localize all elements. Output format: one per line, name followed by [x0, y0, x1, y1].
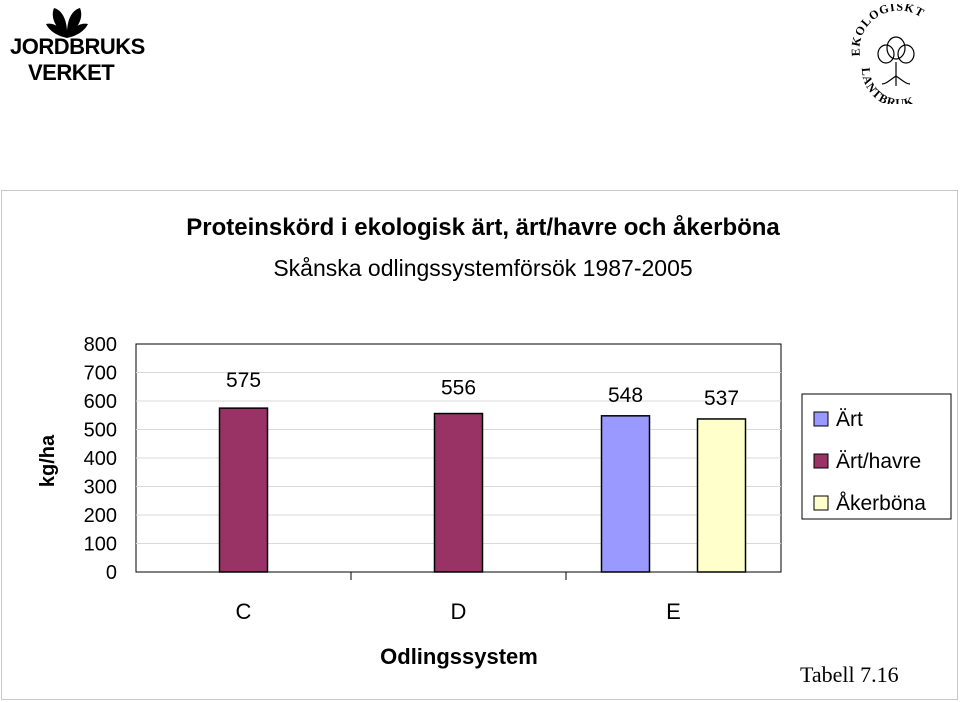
chart-panel: Proteinskörd i ekologisk ärt, ärt/havre … — [1, 190, 958, 700]
y-tick-label: 600 — [84, 391, 117, 413]
x-tick-label-c: C — [236, 599, 252, 624]
y-tick-label: 800 — [84, 334, 117, 356]
x-tick-label-d: D — [451, 599, 467, 624]
y-tick-label: 100 — [84, 534, 117, 556]
seal-top-text: EKOLOGISKT — [848, 0, 926, 57]
chart-subtitle: Skånska odlingssystemförsök 1987-2005 — [273, 255, 692, 281]
bar-d-1 — [433, 412, 484, 573]
legend-swatch-0 — [813, 411, 829, 427]
data-label-e-0: 548 — [608, 384, 643, 407]
bar-chart: Proteinskörd i ekologisk ärt, ärt/havre … — [37, 214, 952, 669]
data-label-d-1: 556 — [441, 377, 476, 400]
legend-label-1: Ärt/havre — [836, 450, 921, 473]
y-tick-label: 200 — [84, 505, 117, 527]
chart-title: Proteinskörd i ekologisk ärt, ärt/havre … — [186, 214, 780, 241]
svg-text:LANTBRUK: LANTBRUK — [859, 67, 916, 104]
logo-line-1: JORDBRUKS — [10, 34, 145, 59]
bar-e-2 — [696, 418, 747, 573]
y-tick-label: 0 — [106, 562, 117, 584]
y-axis-label: kg/ha — [37, 434, 59, 487]
bar-c-1 — [218, 407, 269, 573]
y-tick-label: 500 — [84, 420, 117, 442]
legend-label-2: Åkerböna — [836, 492, 926, 515]
data-label-c-1: 575 — [226, 369, 261, 392]
x-axis-label: Odlingssystem — [380, 644, 538, 669]
bar-e-0 — [600, 415, 651, 573]
logo-line-2: VERKET — [28, 60, 115, 85]
svg-text:EKOLOGISKT: EKOLOGISKT — [848, 4, 927, 57]
table-caption: Tabell 7.16 — [800, 662, 899, 687]
seal-bottom-text: LANTBRUK — [859, 67, 915, 110]
ekologiskt-lantbruk-seal: EKOLOGISKT LANTBRUK — [846, 0, 950, 110]
data-label-e-2: 537 — [704, 387, 739, 410]
legend-swatch-2 — [813, 495, 829, 511]
y-tick-label: 400 — [84, 448, 117, 470]
x-tick-label-e: E — [666, 599, 681, 624]
y-tick-label: 300 — [84, 477, 117, 499]
legend-label-0: Ärt — [836, 408, 863, 431]
clover-icon — [877, 36, 915, 86]
legend: Ärt Ärt/havre Åkerböna — [801, 393, 952, 520]
y-tick-label: 700 — [84, 363, 117, 385]
jordbruksverket-logo: JORDBRUKS VERKET — [6, 2, 145, 90]
leaf-icon — [46, 8, 88, 38]
legend-swatch-1 — [813, 453, 829, 469]
